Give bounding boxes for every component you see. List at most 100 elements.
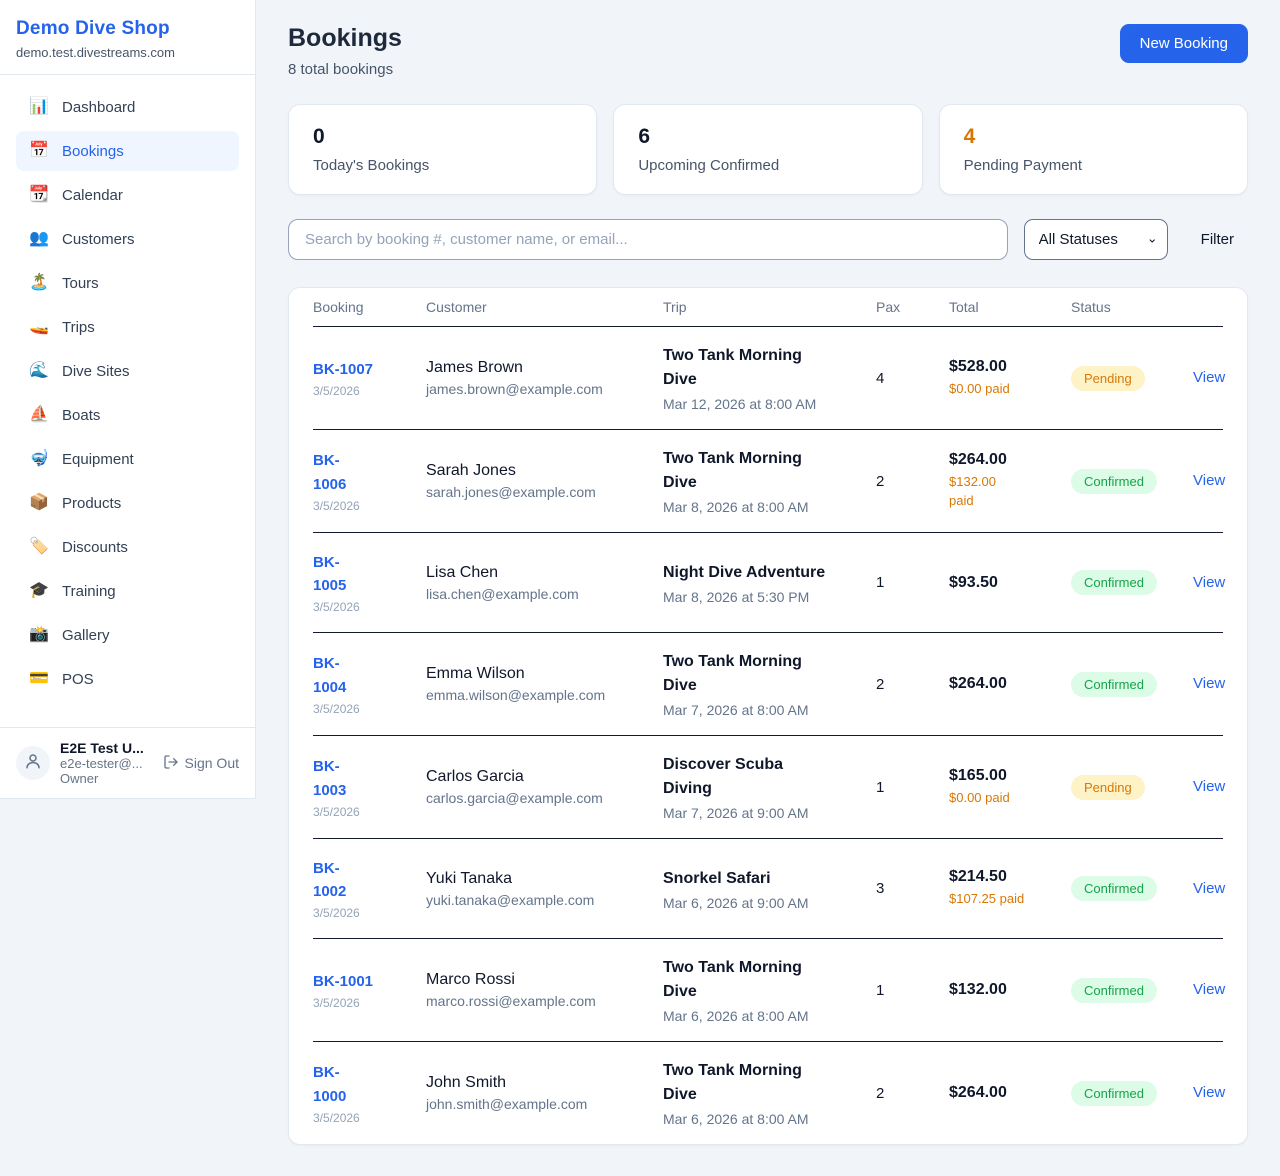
sidebar-item-label: Bookings [62, 142, 124, 160]
sidebar-item-tours[interactable]: 🏝️ Tours [16, 263, 239, 303]
user-email: e2e-tester@... [60, 756, 143, 771]
sidebar-item-products[interactable]: 📦 Products [16, 483, 239, 523]
search-input[interactable] [288, 219, 1008, 260]
view-link[interactable]: View [1193, 369, 1226, 386]
trip-name: Two Tank Morning Dive [663, 347, 802, 388]
sidebar-item-dive-sites[interactable]: 🌊 Dive Sites [16, 351, 239, 391]
trip-name: Two Tank Morning Dive [663, 450, 802, 491]
column-header-status: Status [1071, 299, 1111, 315]
sidebar-item-label: Products [62, 494, 122, 512]
page-title: Bookings [288, 24, 402, 52]
booking-id-link[interactable]: BK- 1005 [313, 553, 347, 594]
table-row: BK-1007 3/5/2026 James Brown james.brown… [313, 326, 1226, 429]
status-badge: Pending [1071, 365, 1145, 391]
table-row: BK- 1002 3/5/2026 Yuki Tanaka yuki.tanak… [313, 838, 1226, 938]
sidebar-item-calendar[interactable]: 📆 Calendar [16, 175, 239, 215]
view-link[interactable]: View [1193, 472, 1226, 489]
status-badge: Confirmed [1071, 570, 1157, 595]
sidebar-item-boats[interactable]: ⛵ Boats [16, 395, 239, 435]
booking-id-link[interactable]: BK- 1003 [313, 758, 347, 799]
sidebar-item-label: Calendar [62, 186, 123, 204]
customer-name: Carlos Garcia [426, 768, 524, 785]
table-body: BK-1007 3/5/2026 James Brown james.brown… [313, 326, 1226, 1144]
status-select[interactable]: All Statuses [1023, 219, 1168, 260]
trip-date: Mar 12, 2026 at 8:00 AM [663, 396, 817, 412]
status-badge: Pending [1071, 774, 1145, 800]
new-booking-button[interactable]: New Booking [1119, 24, 1248, 63]
customer-name: Lisa Chen [426, 563, 499, 581]
sidebar-item-equipment[interactable]: 🤿 Equipment [16, 439, 239, 479]
stats-row: 0 Today's Bookings 6 Upcoming Confirmed … [288, 104, 1248, 195]
sidebar-nav: 📊 Dashboard 📅 Bookings 📆 Calendar 👥 Cust… [0, 75, 255, 711]
total-amount: $528.00 [949, 357, 1007, 375]
dive-sites-icon: 🌊 [29, 362, 49, 379]
booking-id-link[interactable]: BK-1007 [313, 360, 374, 378]
total-amount: $214.50 [949, 868, 1007, 886]
user-section: E2E Test U... e2e-tester@... Owner Sign … [0, 727, 255, 798]
booking-date: 3/5/2026 [313, 996, 360, 1011]
filter-button[interactable]: Filter [1200, 231, 1234, 248]
equipment-icon: 🤿 [29, 450, 49, 467]
booking-id-link[interactable]: BK- 1000 [313, 1064, 347, 1105]
view-link[interactable]: View [1193, 573, 1226, 591]
paid-amount: $0.00 paid [949, 380, 1010, 396]
customer-name: James Brown [426, 359, 523, 376]
products-icon: 📦 [29, 494, 49, 511]
view-link[interactable]: View [1193, 879, 1226, 897]
sign-out-label: Sign Out [184, 755, 239, 771]
tours-icon: 🏝️ [29, 274, 49, 291]
customer-name: Sarah Jones [426, 462, 516, 479]
pax-count: 3 [876, 880, 885, 897]
paid-amount: $107.25 paid [949, 891, 1025, 907]
pax-count: 1 [876, 981, 885, 999]
sign-out-button[interactable]: Sign Out [163, 754, 239, 773]
table-row: BK- 1006 3/5/2026 Sarah Jones sarah.jone… [313, 429, 1226, 532]
status-select-wrap: All Statuses ⌄ [1023, 219, 1168, 260]
sidebar-item-label: Boats [62, 406, 101, 424]
sidebar-item-training[interactable]: 🎓 Training [16, 571, 239, 611]
sidebar-item-label: Discounts [62, 538, 128, 556]
training-icon: 🎓 [29, 582, 49, 599]
boats-icon: ⛵ [29, 406, 49, 423]
avatar [16, 746, 50, 780]
page-header: Bookings 8 total bookings New Booking [288, 24, 1248, 78]
pax-count: 2 [876, 472, 885, 490]
sidebar-item-label: Dashboard [62, 98, 136, 116]
customer-email: john.smith@example.com [426, 1096, 588, 1112]
total-amount: $264.00 [949, 675, 1007, 692]
sidebar-item-gallery[interactable]: 📸 Gallery [16, 615, 239, 655]
booking-date: 3/5/2026 [313, 600, 360, 615]
view-link[interactable]: View [1193, 1084, 1226, 1101]
trip-date: Mar 6, 2026 at 8:00 AM [663, 1111, 809, 1127]
sidebar-item-bookings[interactable]: 📅 Bookings [16, 131, 239, 171]
pax-count: 4 [876, 369, 885, 387]
paid-amount: $0.00 paid [949, 789, 1010, 805]
sidebar-item-trips[interactable]: 🚤 Trips [16, 307, 239, 347]
table-row: BK- 1005 3/5/2026 Lisa Chen lisa.chen@ex… [313, 532, 1226, 632]
sidebar-item-pos[interactable]: 💳 POS [16, 659, 239, 699]
stat-label: Upcoming Confirmed [638, 157, 780, 174]
brand-block: Demo Dive Shop demo.test.divestreams.com [0, 0, 255, 75]
customer-email: james.brown@example.com [426, 381, 603, 397]
view-link[interactable]: View [1193, 675, 1226, 692]
stat-value: 0 [313, 125, 325, 148]
user-role: Owner [60, 771, 99, 786]
sidebar-item-dashboard[interactable]: 📊 Dashboard [16, 87, 239, 127]
booking-id-link[interactable]: BK- 1006 [313, 452, 347, 493]
customer-email: marco.rossi@example.com [426, 993, 596, 1009]
user-meta: E2E Test U... e2e-tester@... Owner [60, 740, 153, 786]
trip-date: Mar 7, 2026 at 8:00 AM [663, 702, 809, 718]
view-link[interactable]: View [1193, 981, 1226, 998]
column-header-customer: Customer [426, 299, 487, 315]
sidebar-item-discounts[interactable]: 🏷️ Discounts [16, 527, 239, 567]
bookings-table: Booking Customer Trip Pax Total Status BK-100… [288, 287, 1248, 1145]
booking-id-link[interactable]: BK- 1004 [313, 655, 347, 696]
total-amount: $264.00 [949, 1084, 1007, 1101]
sidebar-item-customers[interactable]: 👥 Customers [16, 219, 239, 259]
sidebar-item-label: POS [62, 670, 94, 688]
booking-id-link[interactable]: BK-1001 [313, 972, 374, 990]
view-link[interactable]: View [1193, 778, 1226, 795]
brand-name[interactable]: Demo Dive Shop [16, 18, 170, 39]
booking-id-link[interactable]: BK- 1002 [313, 859, 347, 900]
